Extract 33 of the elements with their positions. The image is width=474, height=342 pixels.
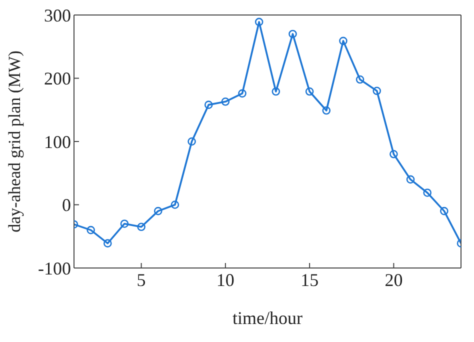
y-tick-label: 100 [44, 132, 71, 152]
point [288, 30, 297, 38]
x-tick-label: 10 [216, 270, 234, 290]
point [154, 206, 162, 216]
point [305, 87, 314, 96]
point [440, 206, 448, 216]
point [406, 175, 415, 184]
point [254, 18, 264, 26]
point [238, 89, 246, 98]
point [188, 137, 196, 146]
y-tick-label: 0 [62, 195, 71, 216]
x-tick-label: 20 [384, 270, 403, 290]
point [221, 98, 230, 106]
y-tick-label: 200 [44, 68, 71, 89]
point [356, 75, 364, 84]
point [137, 222, 146, 232]
point [322, 106, 331, 115]
y-axis-title: day-ahead grid plan (MW) [5, 50, 24, 232]
point [86, 226, 95, 234]
point [423, 188, 432, 197]
x-axis-title: time/hour [232, 308, 302, 328]
point [339, 36, 348, 46]
point [372, 86, 382, 96]
point [120, 220, 129, 228]
point [104, 239, 112, 248]
x-tick-label: 15 [300, 270, 319, 290]
point [204, 100, 213, 109]
point [272, 87, 280, 96]
point [390, 150, 398, 158]
y-tick-label: 300 [44, 5, 71, 26]
x-tick-label: 5 [136, 270, 146, 290]
point [170, 200, 180, 209]
y-tick-label: -100 [38, 258, 71, 278]
